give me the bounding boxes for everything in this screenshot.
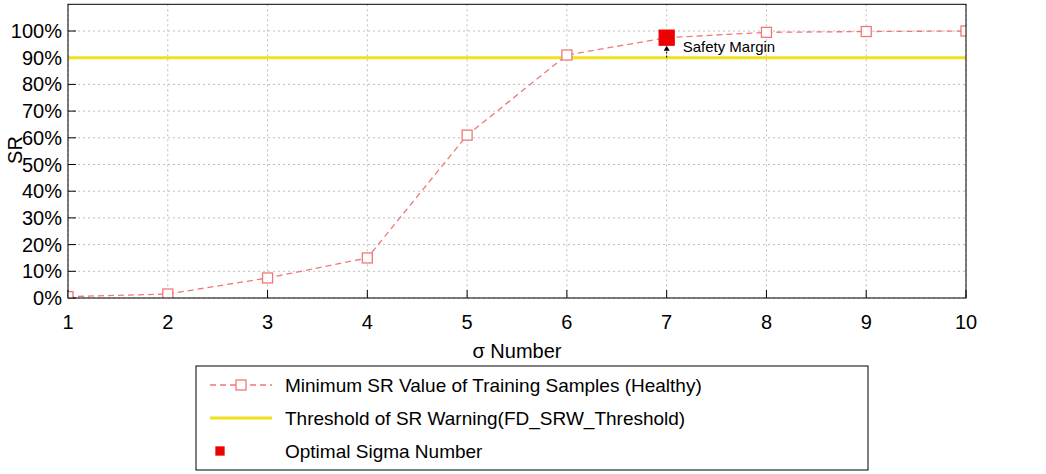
- grid-line: [68, 84, 966, 85]
- marker: [362, 253, 372, 263]
- tick-label: 10%: [22, 260, 62, 282]
- tick: [68, 84, 76, 85]
- annotation-text: Safety Margin: [683, 38, 776, 55]
- tick-label: 60%: [22, 127, 62, 149]
- legend-swatch: [210, 417, 272, 420]
- grid-line: [68, 137, 966, 138]
- legend-marker: [236, 380, 246, 390]
- tick: [666, 290, 667, 298]
- tick-label: 70%: [22, 100, 62, 122]
- grid-line: [68, 111, 966, 112]
- grid-line: [68, 271, 966, 272]
- grid-line: [68, 217, 966, 218]
- tick: [766, 290, 767, 298]
- optimal-point: [659, 30, 674, 45]
- arrow-head: [664, 46, 670, 51]
- marker: [961, 26, 966, 36]
- marker: [163, 289, 173, 298]
- legend-marker: [216, 447, 224, 455]
- tick-label: 5: [462, 311, 473, 333]
- grid-line: [467, 4, 468, 298]
- tick-label: 3: [262, 311, 273, 333]
- chart: 0% 10% 20% 30% 40% 50% 60% 70% 80% 90% 100% 1 2 3 4 5 6 7…: [0, 0, 1046, 474]
- tick-label: 7: [661, 311, 672, 333]
- tick-label: 50%: [22, 154, 62, 176]
- tick: [566, 290, 567, 298]
- tick: [68, 164, 76, 165]
- tick-label: 20%: [22, 234, 62, 256]
- tick: [467, 290, 468, 298]
- tick-label: 0%: [33, 287, 62, 309]
- tick-label: 4: [362, 311, 373, 333]
- legend-label: Threshold of SR Warning(FD_SRW_Threshold…: [285, 408, 685, 430]
- plot-frame: [68, 4, 966, 298]
- series-line: [68, 31, 966, 297]
- tick: [267, 290, 268, 298]
- tick: [68, 111, 76, 112]
- grid-line: [68, 191, 966, 192]
- grid-line: [267, 4, 268, 298]
- tick-label: 8: [761, 311, 772, 333]
- tick-label: 100%: [11, 20, 62, 42]
- legend-label: Minimum SR Value of Training Samples (He…: [285, 375, 702, 396]
- tick: [866, 290, 867, 298]
- tick: [68, 191, 76, 192]
- grid-line: [566, 4, 567, 298]
- tick: [68, 31, 76, 32]
- tick-label: 80%: [22, 73, 62, 95]
- tick: [68, 217, 76, 218]
- marker: [761, 27, 771, 37]
- tick: [68, 271, 76, 272]
- y-axis-label: SR: [4, 136, 26, 164]
- grid-line: [167, 4, 168, 298]
- marker: [68, 292, 73, 298]
- tick-label: 40%: [22, 180, 62, 202]
- data-group: [68, 26, 966, 298]
- grid-line: [866, 4, 867, 298]
- grid-line: [68, 244, 966, 245]
- marker: [263, 273, 273, 283]
- plot-area: [68, 4, 966, 298]
- tick-label: 30%: [22, 207, 62, 229]
- series-line: [68, 56, 966, 59]
- tick-label: 2: [162, 311, 173, 333]
- grid-line: [68, 57, 966, 58]
- marker: [562, 50, 572, 60]
- legend-label: Optimal Sigma Number: [285, 441, 483, 462]
- tick-label: 6: [561, 311, 572, 333]
- marker: [861, 27, 871, 37]
- marker: [462, 130, 472, 140]
- tick-label: 1: [62, 311, 73, 333]
- grid-line: [68, 164, 966, 165]
- legend-box: [196, 366, 868, 470]
- tick: [68, 137, 76, 138]
- tick-label: 10: [955, 311, 977, 333]
- tick: [367, 290, 368, 298]
- x-axis-label: σ Number: [472, 340, 561, 362]
- tick-label: 9: [861, 311, 872, 333]
- tick-label: 90%: [22, 47, 62, 69]
- tick: [68, 244, 76, 245]
